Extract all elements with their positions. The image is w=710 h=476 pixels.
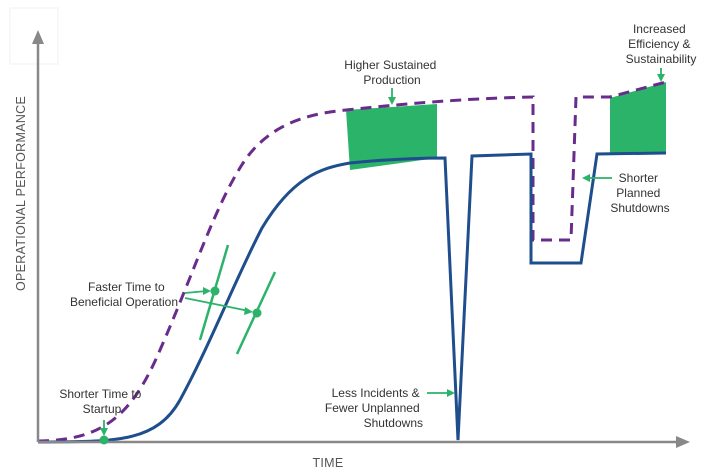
faster-time-arrowhead-2 [244, 307, 253, 315]
faster-time-arrow-2 [184, 297, 250, 312]
baseline-performance-curve [37, 151, 667, 444]
startup-point [99, 435, 109, 445]
y-axis-arrow [32, 30, 44, 44]
higher-sustained-production-label: Higher Sustained Production [344, 58, 439, 87]
x-axis-label: TIME [312, 456, 343, 470]
y-axis-label: OPERATIONAL PERFORMANCE [14, 96, 28, 291]
shorter-planned-shutdowns-label: Shorter Planned Shutdowns [610, 171, 669, 215]
improved-performance-curve [37, 80, 667, 443]
sustained-production-gap [346, 104, 437, 170]
shorter-time-to-startup-label: Shorter Time to Startup [59, 387, 144, 416]
faster-time-arrowhead-1 [203, 287, 211, 295]
efficiency-gap [610, 82, 666, 154]
efficiency-arrowhead [657, 74, 665, 82]
startup-arrowhead [100, 428, 108, 436]
faster-time-label: Faster Time to Beneficial Operation [70, 280, 178, 309]
incidents-arrowhead [447, 389, 455, 397]
baseline-slope-point [252, 308, 262, 318]
less-incidents-label: Less Incidents & Fewer Unplanned Shutdow… [325, 386, 423, 430]
planned-shutdowns-arrowhead [582, 174, 590, 182]
sustained-production-arrowhead [388, 97, 396, 105]
corner-frame [9, 7, 59, 65]
increased-efficiency-label: Increased Efficiency & Sustainability [626, 22, 697, 66]
x-axis-arrow [676, 436, 690, 448]
improved-slope-point [210, 286, 220, 296]
